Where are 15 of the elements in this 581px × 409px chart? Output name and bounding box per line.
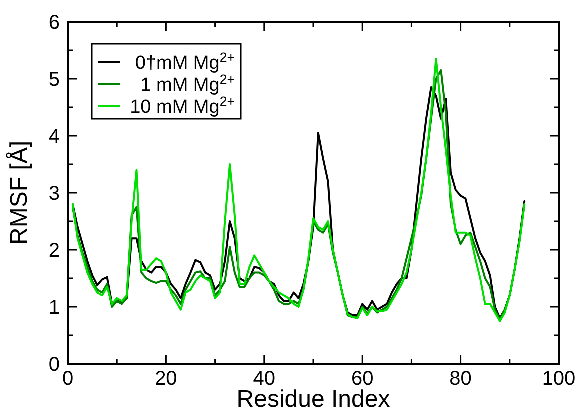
legend-label: 1 mM Mg$^{2+}$: [140, 72, 236, 96]
y-tick-label: 6: [48, 12, 60, 34]
x-tick-label: 0: [62, 368, 74, 390]
y-tick-label: 2: [48, 240, 60, 262]
y-tick-label: 0: [48, 354, 60, 376]
legend-label: 0†mM Mg$^{2+}$: [135, 50, 236, 74]
y-axis-title: RMSF [Å]: [6, 140, 33, 246]
x-tick-label: 100: [542, 368, 576, 390]
x-tick-label: 20: [155, 368, 178, 390]
y-tick-label: 5: [48, 69, 60, 91]
y-tick-label: 4: [48, 126, 60, 148]
y-tick-label: 1: [48, 297, 60, 319]
legend-label: 10 mM Mg$^{2+}$: [130, 94, 236, 118]
x-tick-label: 80: [450, 368, 472, 390]
y-tick-label: 3: [48, 183, 60, 205]
